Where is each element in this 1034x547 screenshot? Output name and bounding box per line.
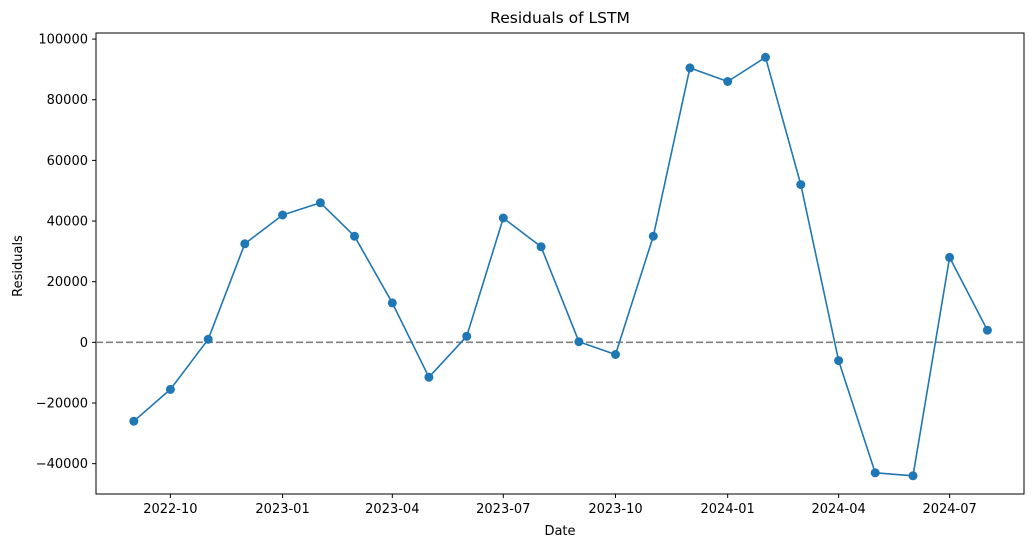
data-point xyxy=(648,231,658,241)
data-point xyxy=(796,180,806,190)
x-tick-label: 2024-07 xyxy=(922,502,976,517)
data-point xyxy=(870,468,880,478)
data-point xyxy=(611,350,620,359)
x-tick-label: 2023-04 xyxy=(365,502,419,517)
data-point xyxy=(982,325,992,335)
x-tick-label: 2022-10 xyxy=(143,502,197,517)
chart-title: Residuals of LSTM xyxy=(490,9,630,27)
data-point xyxy=(165,384,175,394)
data-point xyxy=(574,337,584,347)
x-tick-label: 2023-07 xyxy=(476,502,530,517)
y-axis-label: Residuals xyxy=(11,235,26,297)
x-axis-label: Date xyxy=(544,524,575,539)
y-tick-label: 100000 xyxy=(38,33,88,48)
data-point xyxy=(498,213,508,223)
y-tick-label: 20000 xyxy=(47,275,88,290)
x-tick-label: 2024-04 xyxy=(811,502,865,517)
data-point xyxy=(834,356,844,366)
data-point xyxy=(240,239,250,249)
data-point xyxy=(203,334,213,344)
y-tick-label: −20000 xyxy=(36,397,88,412)
data-point xyxy=(129,416,139,426)
y-tick-label: 80000 xyxy=(47,93,88,108)
data-point xyxy=(315,198,325,208)
plot-frame xyxy=(95,32,1025,495)
data-point xyxy=(387,298,397,308)
data-point xyxy=(350,231,359,241)
data-point xyxy=(462,331,472,341)
y-tick-label: 60000 xyxy=(47,154,88,169)
series-line xyxy=(133,56,989,477)
x-tick-label: 2023-01 xyxy=(255,502,309,517)
x-tick-label: 2024-01 xyxy=(701,502,755,517)
x-tick-label: 2023-10 xyxy=(588,502,642,517)
data-point xyxy=(278,210,288,220)
data-point xyxy=(761,52,770,62)
data-point xyxy=(908,471,918,481)
data-point xyxy=(536,242,546,252)
data-point xyxy=(945,252,955,262)
data-point xyxy=(424,372,434,382)
y-tick-label: −40000 xyxy=(36,457,88,472)
y-tick-label: 0 xyxy=(80,336,88,351)
y-tick-label: 40000 xyxy=(47,215,88,230)
plot-area: −40000 −20000 0 20000 40000 60000 80000 100000 2… xyxy=(36,32,1025,517)
data-point xyxy=(685,63,695,73)
data-point xyxy=(723,77,733,86)
